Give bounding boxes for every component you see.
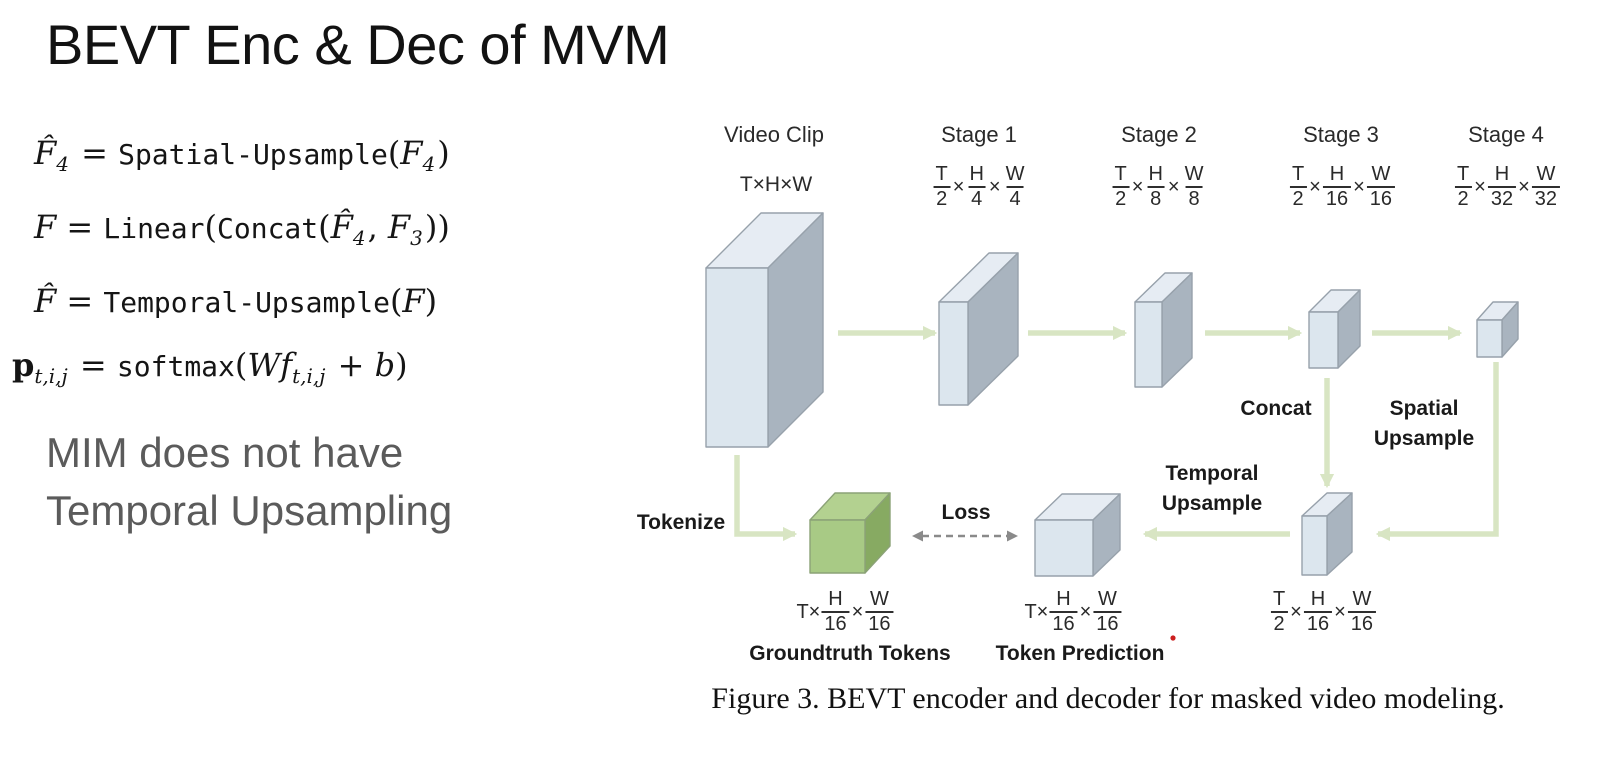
stage2-label: Stage 2 — [1121, 122, 1197, 147]
stage1-label: Stage 1 — [941, 122, 1017, 147]
video-clip-label: Video Clip — [724, 122, 824, 147]
mim-note: MIM does not have Temporal Upsampling — [46, 424, 452, 540]
loss-arrowhead-right — [1007, 530, 1018, 542]
decoder-feature-box — [1301, 492, 1353, 576]
temporal-upsample-label: Temporal Upsample — [1161, 462, 1263, 515]
slide-title: BEVT Enc & Dec of MVM — [46, 13, 670, 76]
stage4-box — [1476, 301, 1519, 358]
video-clip-box — [705, 212, 824, 448]
groundtruth-dims: T× H 16 × W 16 — [796, 589, 894, 635]
arrow-spatial-upsample-elbow — [1375, 362, 1499, 542]
concat-label: Concat — [1240, 397, 1312, 420]
token-prediction-cube — [1034, 493, 1121, 577]
loss-label: Loss — [941, 501, 991, 524]
red-dot — [1170, 635, 1176, 641]
token-prediction-dims: T× H 16 × W 16 — [1024, 589, 1122, 635]
equation-spatial-upsample: F̂4 = Spatial-Upsample(F4) — [34, 134, 450, 176]
stage3-box — [1308, 289, 1361, 369]
loss-arrowhead-left — [912, 530, 923, 542]
groundtruth-tokens-label: Groundtruth Tokens — [749, 642, 951, 665]
mim-note-line2: Temporal Upsampling — [46, 487, 453, 534]
spatial-upsample-label: Spatial Upsample — [1373, 397, 1475, 450]
stage4-label: Stage 4 — [1468, 122, 1544, 147]
stage2-box — [1134, 272, 1193, 388]
figure-caption: Figure 3. BEVT encoder and decoder for m… — [711, 682, 1505, 715]
equation-softmax: pt,i,j = softmax(Wft,i,j + b) — [12, 346, 408, 388]
equation-temporal-upsample: F̂ = Temporal-Upsample(F) — [34, 282, 438, 320]
stage1-box — [938, 252, 1019, 406]
equations-block: F̂4 = Spatial-Upsample(F4) F = Linear(Co… — [12, 122, 450, 408]
mim-note-line1: MIM does not have — [46, 429, 404, 476]
arrow-tokenize-elbow — [734, 455, 798, 542]
architecture-diagram — [705, 212, 1519, 641]
token-prediction-label: Token Prediction — [995, 642, 1165, 665]
stage3-label: Stage 3 — [1303, 122, 1379, 147]
video-clip-dims: T×H×W — [739, 173, 813, 196]
equation-linear-concat: F = Linear(Concat(F̂4, F3)) — [34, 208, 450, 250]
groundtruth-tokens-cube — [809, 492, 891, 574]
tokenize-label: Tokenize — [636, 511, 726, 534]
